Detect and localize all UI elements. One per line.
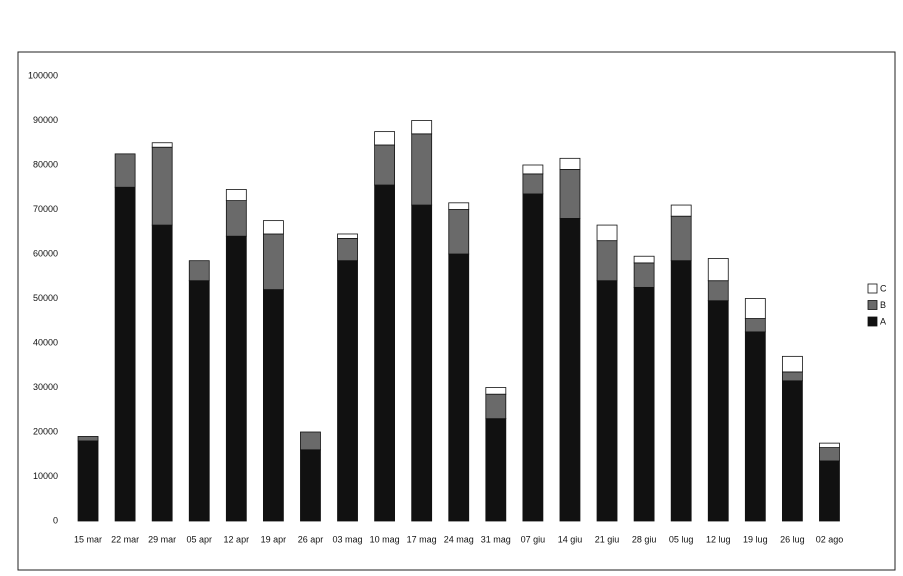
y-tick-label: 70000	[33, 204, 58, 214]
bar-segment	[781, 355, 803, 373]
x-tick-label: 31 mag	[481, 534, 511, 544]
bar-segment	[374, 131, 396, 146]
bar-segment	[744, 331, 766, 522]
x-tick-label: 02 ago	[816, 534, 844, 544]
x-tick-label: 17 mag	[407, 534, 437, 544]
bar-segment	[744, 318, 766, 333]
x-tick-label: 19 apr	[261, 534, 287, 544]
bar-segment	[151, 224, 173, 522]
y-tick-label: 80000	[33, 159, 58, 169]
x-tick-label: 19 lug	[743, 534, 768, 544]
bar-segment	[225, 200, 247, 237]
bar-segment	[485, 387, 507, 395]
bar-segment	[670, 215, 692, 262]
bar-segment	[151, 142, 173, 148]
bar-segment	[596, 280, 618, 522]
x-tick-label: 15 mar	[74, 534, 102, 544]
bar-segment	[633, 286, 655, 522]
y-tick-label: 90000	[33, 115, 58, 125]
bar-segment	[596, 240, 618, 282]
bar-segment	[411, 204, 433, 522]
x-tick-label: 12 lug	[706, 534, 731, 544]
bar-segment	[744, 298, 766, 319]
bar-segment	[337, 238, 358, 262]
bar-segment	[707, 258, 729, 282]
bar-segment	[559, 169, 581, 219]
bar-segment	[707, 300, 729, 522]
bar-segment	[300, 449, 321, 522]
x-tick-label: 12 apr	[224, 534, 250, 544]
bar-segment	[485, 393, 507, 420]
bar-segment	[670, 204, 692, 217]
bar-segment	[522, 173, 544, 195]
bar-segment	[262, 233, 284, 291]
bar-segment	[188, 280, 210, 522]
bar-segment	[781, 380, 803, 522]
bar-segment	[374, 144, 396, 186]
x-tick-label: 22 mar	[111, 534, 139, 544]
bar-segment	[411, 120, 433, 135]
chart-frame	[17, 51, 896, 571]
bar-segment	[781, 371, 803, 382]
bar-segment	[188, 260, 210, 282]
x-tick-label: 05 apr	[186, 534, 212, 544]
bar-segment	[114, 186, 136, 522]
bar-segment	[411, 133, 433, 206]
y-tick-label: 50000	[33, 293, 58, 303]
x-tick-label: 21 giu	[595, 534, 620, 544]
y-tick-label: 40000	[33, 337, 58, 347]
bar-segment	[448, 209, 470, 255]
bar-segment	[262, 289, 284, 522]
x-tick-label: 03 mag	[333, 534, 363, 544]
y-tick-label: 10000	[33, 471, 58, 481]
x-tick-label: 07 giu	[521, 534, 546, 544]
legend-swatch	[867, 316, 878, 327]
bar-segment	[522, 164, 544, 175]
x-tick-label: 05 lug	[669, 534, 694, 544]
bar-segment	[633, 255, 655, 264]
bar-segment	[819, 460, 840, 522]
legend-swatch	[867, 300, 878, 310]
bar-segment	[522, 193, 544, 522]
legend-label: A	[880, 316, 886, 326]
bar-segment	[114, 153, 136, 188]
bar-segment	[337, 233, 358, 239]
y-tick-label: 0	[53, 515, 58, 525]
bar-segment	[77, 440, 99, 522]
bar-segment	[300, 431, 321, 451]
bar-segment	[596, 224, 618, 242]
bar-segment	[559, 157, 581, 170]
x-tick-label: 26 apr	[298, 534, 324, 544]
bar-segment	[374, 184, 396, 522]
y-tick-label: 100000	[28, 70, 58, 80]
bar-segment	[707, 280, 729, 302]
y-tick-label: 30000	[33, 382, 58, 392]
bar-segment	[225, 189, 247, 202]
bar-segment	[819, 447, 840, 462]
bar-segment	[225, 235, 247, 522]
legend-label: B	[880, 300, 886, 310]
bar-segment	[77, 436, 99, 442]
bar-segment	[485, 418, 507, 522]
bar-segment	[670, 260, 692, 522]
x-tick-label: 29 mar	[148, 534, 176, 544]
y-tick-label: 60000	[33, 248, 58, 258]
x-tick-label: 24 mag	[444, 534, 474, 544]
bar-segment	[819, 442, 840, 448]
bar-segment	[151, 146, 173, 226]
bar-segment	[337, 260, 358, 522]
bar-segment	[262, 220, 284, 235]
x-tick-label: 28 giu	[632, 534, 657, 544]
legend-label: C	[880, 283, 887, 293]
bar-segment	[448, 253, 470, 522]
bar-segment	[633, 262, 655, 288]
x-tick-label: 26 lug	[780, 534, 805, 544]
legend-swatch	[867, 283, 878, 294]
bar-segment	[448, 202, 470, 210]
bar-segment	[559, 217, 581, 522]
x-tick-label: 10 mag	[370, 534, 400, 544]
y-tick-label: 20000	[33, 426, 58, 436]
x-tick-label: 14 giu	[558, 534, 583, 544]
